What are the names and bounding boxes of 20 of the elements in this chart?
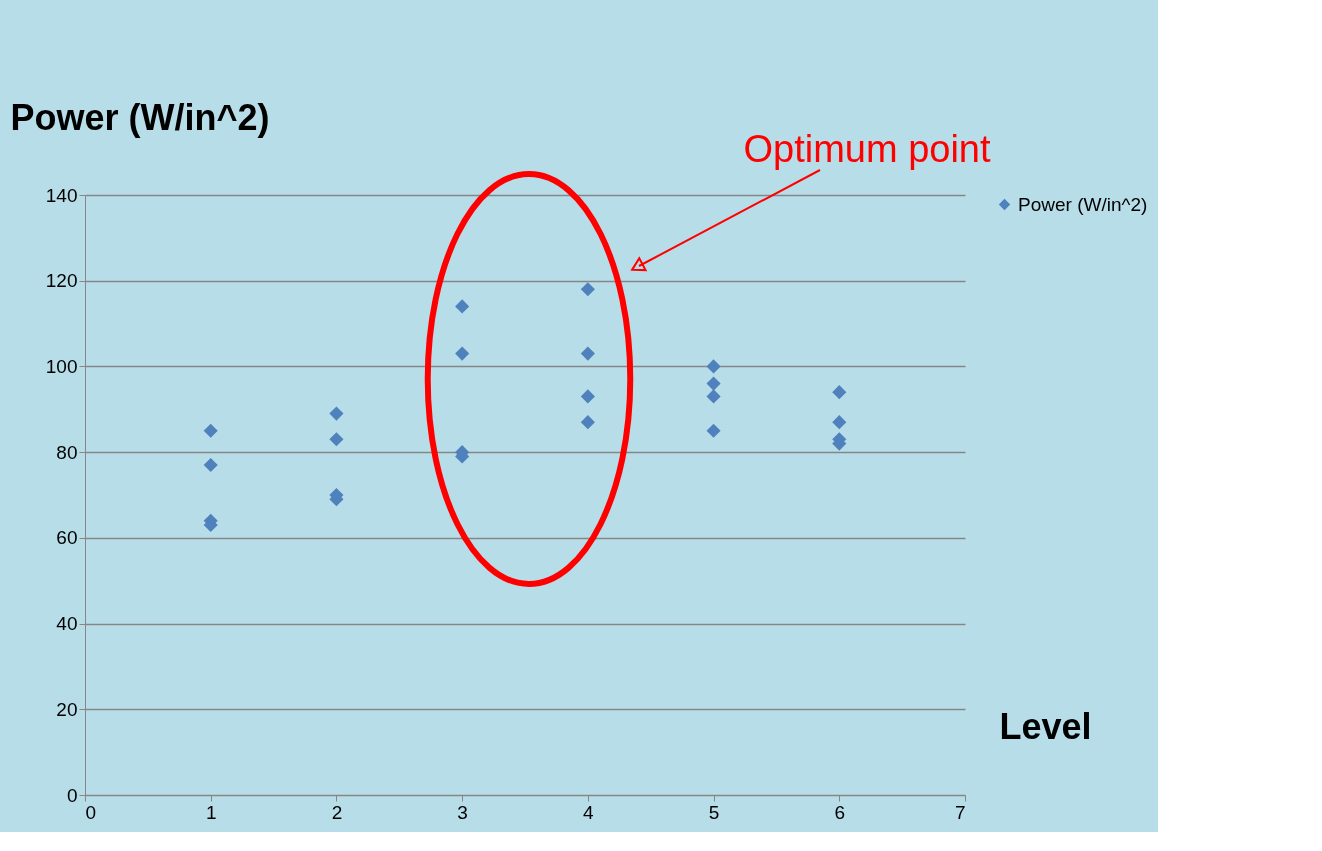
y-tick-label: 140: [45, 184, 78, 206]
x-tick-label: 1: [205, 801, 217, 823]
x-tick-label: 0: [85, 801, 97, 823]
x-tick-label: 3: [457, 801, 468, 823]
text: Optimum point: [743, 128, 991, 170]
y-tick-label: 100: [45, 355, 78, 377]
y-tick-label: 20: [56, 698, 78, 720]
x-tick-label: 2: [331, 801, 343, 823]
legend-label: Power (W/in^2): [1018, 193, 1148, 215]
y-tick-label: 80: [56, 441, 78, 463]
x-tick-label: 5: [708, 801, 720, 823]
x-tick-label: 6: [834, 801, 846, 823]
y-axis-title: Power (W/in^2): [10, 96, 270, 138]
x-tick-label: 7: [954, 801, 966, 823]
y-tick-label: 0: [66, 784, 78, 806]
y-tick-label: 40: [56, 613, 78, 635]
x-tick-label: 4: [583, 801, 595, 823]
y-tick-label: 120: [45, 270, 78, 292]
y-tick-label: 60: [56, 527, 78, 549]
x-axis-title: Level: [999, 705, 1092, 747]
